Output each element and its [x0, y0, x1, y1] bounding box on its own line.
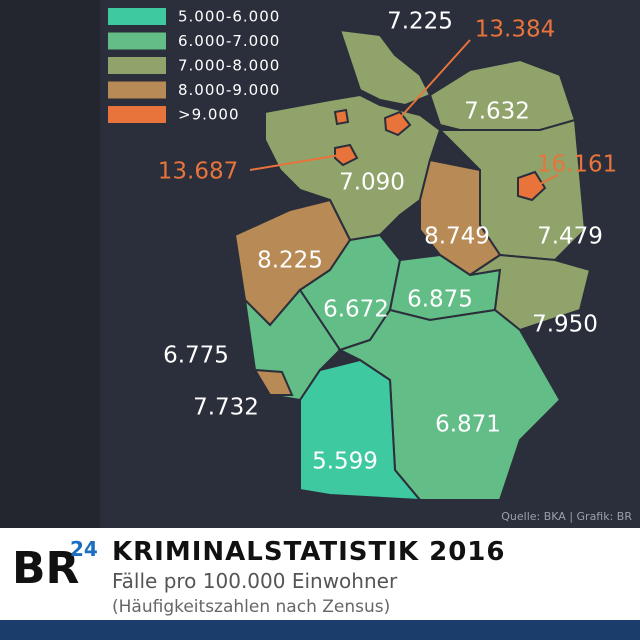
value-label: 13.687 [158, 159, 238, 185]
value-label: 6.875 [407, 287, 473, 313]
note: (Häufigkeitszahlen nach Zensus) [112, 597, 390, 617]
legend-label: 6.000-7.000 [178, 32, 280, 50]
leader-line [249, 154, 341, 171]
map: 7.225 13.384 7.632 16.161 13.687 7.090 8… [158, 9, 633, 524]
legend-label: 5.000-6.000 [178, 8, 280, 26]
legend-swatch [108, 57, 166, 74]
footer-panel [0, 528, 640, 620]
logo-suffix: 24 [70, 537, 98, 561]
value-label: 16.161 [537, 152, 617, 178]
value-label: 8.749 [424, 224, 490, 250]
value-label: 7.950 [532, 312, 598, 338]
legend-swatch [108, 8, 166, 25]
logo: BR [12, 543, 79, 594]
value-label: 8.225 [257, 248, 323, 274]
region [299, 358, 423, 502]
region [383, 110, 412, 137]
legend-swatch [108, 32, 166, 50]
source: Quelle: BKA | Grafik: BR [501, 510, 632, 523]
legend-label: >9.000 [178, 106, 240, 124]
region [517, 170, 547, 202]
footer-strip [0, 620, 640, 640]
value-label: 7.090 [339, 170, 405, 196]
region [338, 28, 432, 107]
leader-line [531, 174, 559, 189]
leader-line [397, 39, 471, 121]
region [253, 368, 294, 396]
legend: 5.000-6.000 6.000-7.000 7.000-8.000 8.000-9… [108, 8, 280, 124]
title: KRIMINALSTATISTIK 2016 [112, 537, 506, 567]
value-label: 7.632 [464, 99, 530, 125]
legend-label: 8.000-9.000 [178, 81, 280, 99]
subtitle: Fälle pro 100.000 Einwohner [112, 569, 398, 593]
region [333, 108, 350, 126]
legend-swatch [108, 106, 166, 123]
value-label: 6.672 [323, 297, 389, 323]
value-label: 6.775 [163, 343, 229, 369]
value-label: 5.599 [312, 449, 378, 475]
value-label: 7.732 [193, 395, 259, 421]
value-label: 7.225 [387, 9, 453, 35]
value-label: 7.479 [537, 224, 603, 250]
region [469, 253, 592, 332]
value-label: 6.871 [435, 412, 501, 438]
legend-label: 7.000-8.000 [178, 57, 280, 75]
side-panel [0, 0, 100, 528]
value-label: 13.384 [475, 17, 555, 43]
legend-swatch [108, 81, 166, 99]
